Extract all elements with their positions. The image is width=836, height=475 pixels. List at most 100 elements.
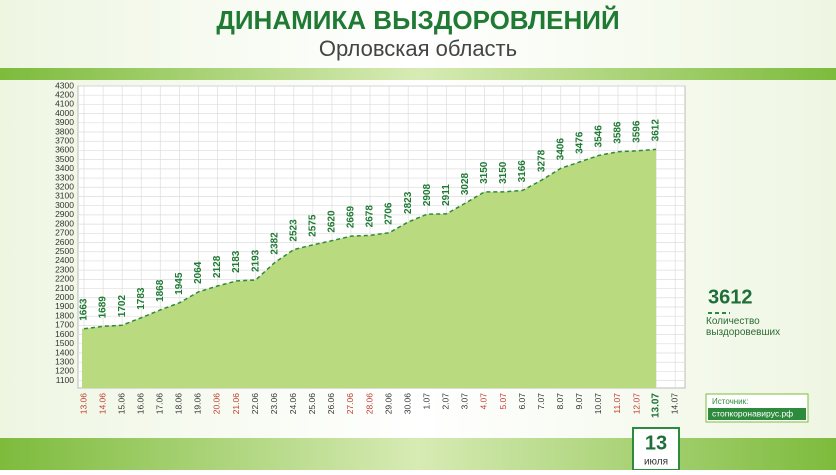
y-tick-label: 4000	[55, 108, 74, 118]
value-label: 3476	[574, 131, 585, 154]
x-tick-label: 20.06	[212, 393, 222, 415]
legend-label: Количество выздоровевших	[706, 316, 781, 338]
value-label: 3546	[594, 125, 605, 148]
y-tick-label: 3200	[55, 182, 74, 192]
value-label: 1689	[98, 296, 109, 319]
value-label: 2183	[231, 250, 242, 273]
value-label: 3586	[613, 121, 624, 144]
chart-title: ДИНАМИКА ВЫЗДОРОВЛЕНИЙ	[216, 5, 619, 35]
x-tick-label: 28.06	[364, 393, 374, 415]
legend-value: 3612	[708, 286, 753, 308]
y-tick-label: 2500	[55, 246, 74, 256]
x-tick-label: 11.07	[612, 393, 622, 414]
value-label: 2911	[441, 184, 452, 206]
value-label: 2823	[403, 191, 414, 214]
y-tick-label: 3000	[55, 200, 74, 210]
value-label: 3150	[498, 161, 509, 184]
y-tick-label: 2600	[55, 237, 74, 247]
source-site-bg	[708, 408, 806, 420]
x-tick-label: 9.07	[574, 393, 584, 410]
y-tick-label: 3700	[55, 135, 74, 145]
x-tick-label: 13.07	[651, 393, 662, 418]
value-label: 2064	[193, 261, 204, 284]
x-tick-label: 4.07	[479, 393, 489, 410]
y-tick-label: 1700	[55, 320, 74, 330]
bottom-band	[0, 438, 836, 470]
source-label: Источник:	[712, 397, 748, 406]
value-label: 1868	[155, 279, 166, 302]
value-label: 3150	[479, 161, 490, 184]
value-label: 3406	[555, 138, 566, 161]
x-tick-label: 1.07	[422, 393, 432, 410]
y-tick-label: 2200	[55, 274, 74, 284]
y-tick-label: 1800	[55, 310, 74, 320]
date-badge-month: июля	[644, 457, 668, 468]
x-tick-label: 27.06	[345, 393, 355, 415]
y-tick-label: 2000	[55, 292, 74, 302]
line	[83, 148, 657, 330]
date-badge	[632, 427, 680, 471]
value-label: 1783	[136, 287, 147, 310]
value-label: 1945	[174, 272, 185, 295]
x-tick-label: 6.07	[517, 393, 527, 410]
value-label: 3166	[517, 160, 528, 183]
source-site: стопкоронавирус.рф	[712, 408, 793, 418]
y-tick-label: 2400	[55, 255, 74, 265]
y-tick-label: 4300	[55, 80, 74, 90]
x-tick-label: 18.06	[174, 393, 184, 415]
value-label: 2706	[384, 202, 395, 225]
plot: 1100120013001400150016001700180019002000…	[55, 80, 685, 438]
y-tick-label: 1200	[55, 366, 74, 376]
x-tick-label: 2.07	[441, 393, 451, 410]
y-tick-label: 3900	[55, 117, 74, 127]
x-tick-label: 8.07	[555, 393, 565, 410]
y-tick-label: 1900	[55, 301, 74, 311]
x-tick-label: 30.06	[402, 393, 412, 415]
x-tick-label: 23.06	[269, 393, 279, 415]
y-tick-label: 3600	[55, 145, 74, 155]
y-tick-label: 2800	[55, 218, 74, 228]
y-tick-label: 1300	[55, 356, 74, 366]
x-tick-label: 3.07	[460, 393, 470, 410]
y-tick-label: 1400	[55, 347, 74, 357]
x-tick-label: 12.07	[631, 393, 641, 415]
y-tick-label: 2300	[55, 264, 74, 274]
x-tick-label: 14.07	[669, 393, 679, 415]
value-label: 3596	[632, 120, 643, 143]
y-tick-label: 3300	[55, 172, 74, 182]
y-tick-label: 3400	[55, 163, 74, 173]
date-badge-day: 13	[645, 432, 667, 454]
y-tick-label: 3100	[55, 191, 74, 201]
x-tick-label: 14.06	[97, 393, 107, 415]
x-tick-label: 10.07	[593, 393, 603, 415]
y-tick-label: 1500	[55, 338, 74, 348]
value-label: 3028	[460, 172, 471, 195]
value-label: 2669	[346, 205, 357, 228]
chart-subtitle: Орловская область	[319, 36, 517, 61]
y-tick-label: 2100	[55, 283, 74, 293]
value-label: 1663	[79, 298, 90, 321]
x-tick-label: 5.07	[498, 393, 508, 410]
value-label: 2678	[365, 205, 376, 228]
x-tick-label: 19.06	[193, 393, 203, 415]
x-tick-label: 13.06	[78, 393, 88, 415]
top-band	[0, 68, 836, 80]
value-label: 2523	[288, 219, 299, 242]
value-label: 2128	[212, 255, 223, 278]
x-tick-label: 22.06	[250, 393, 260, 415]
y-tick-label: 1600	[55, 329, 74, 339]
y-tick-label: 2900	[55, 209, 74, 219]
y-tick-label: 2700	[55, 228, 74, 238]
x-tick-label: 25.06	[307, 393, 317, 415]
legend-entry: Количество выздоровевших	[706, 316, 781, 338]
y-tick-label: 4200	[55, 89, 74, 99]
value-label: 2620	[327, 210, 338, 233]
y-tick-label: 4100	[55, 99, 74, 109]
y-tick-label: 3500	[55, 154, 74, 164]
x-tick-label: 21.06	[231, 393, 241, 415]
value-label: 2908	[422, 183, 433, 206]
value-label: 2193	[250, 249, 261, 272]
y-tick-label: 3800	[55, 126, 74, 136]
value-label: 2575	[307, 214, 318, 237]
